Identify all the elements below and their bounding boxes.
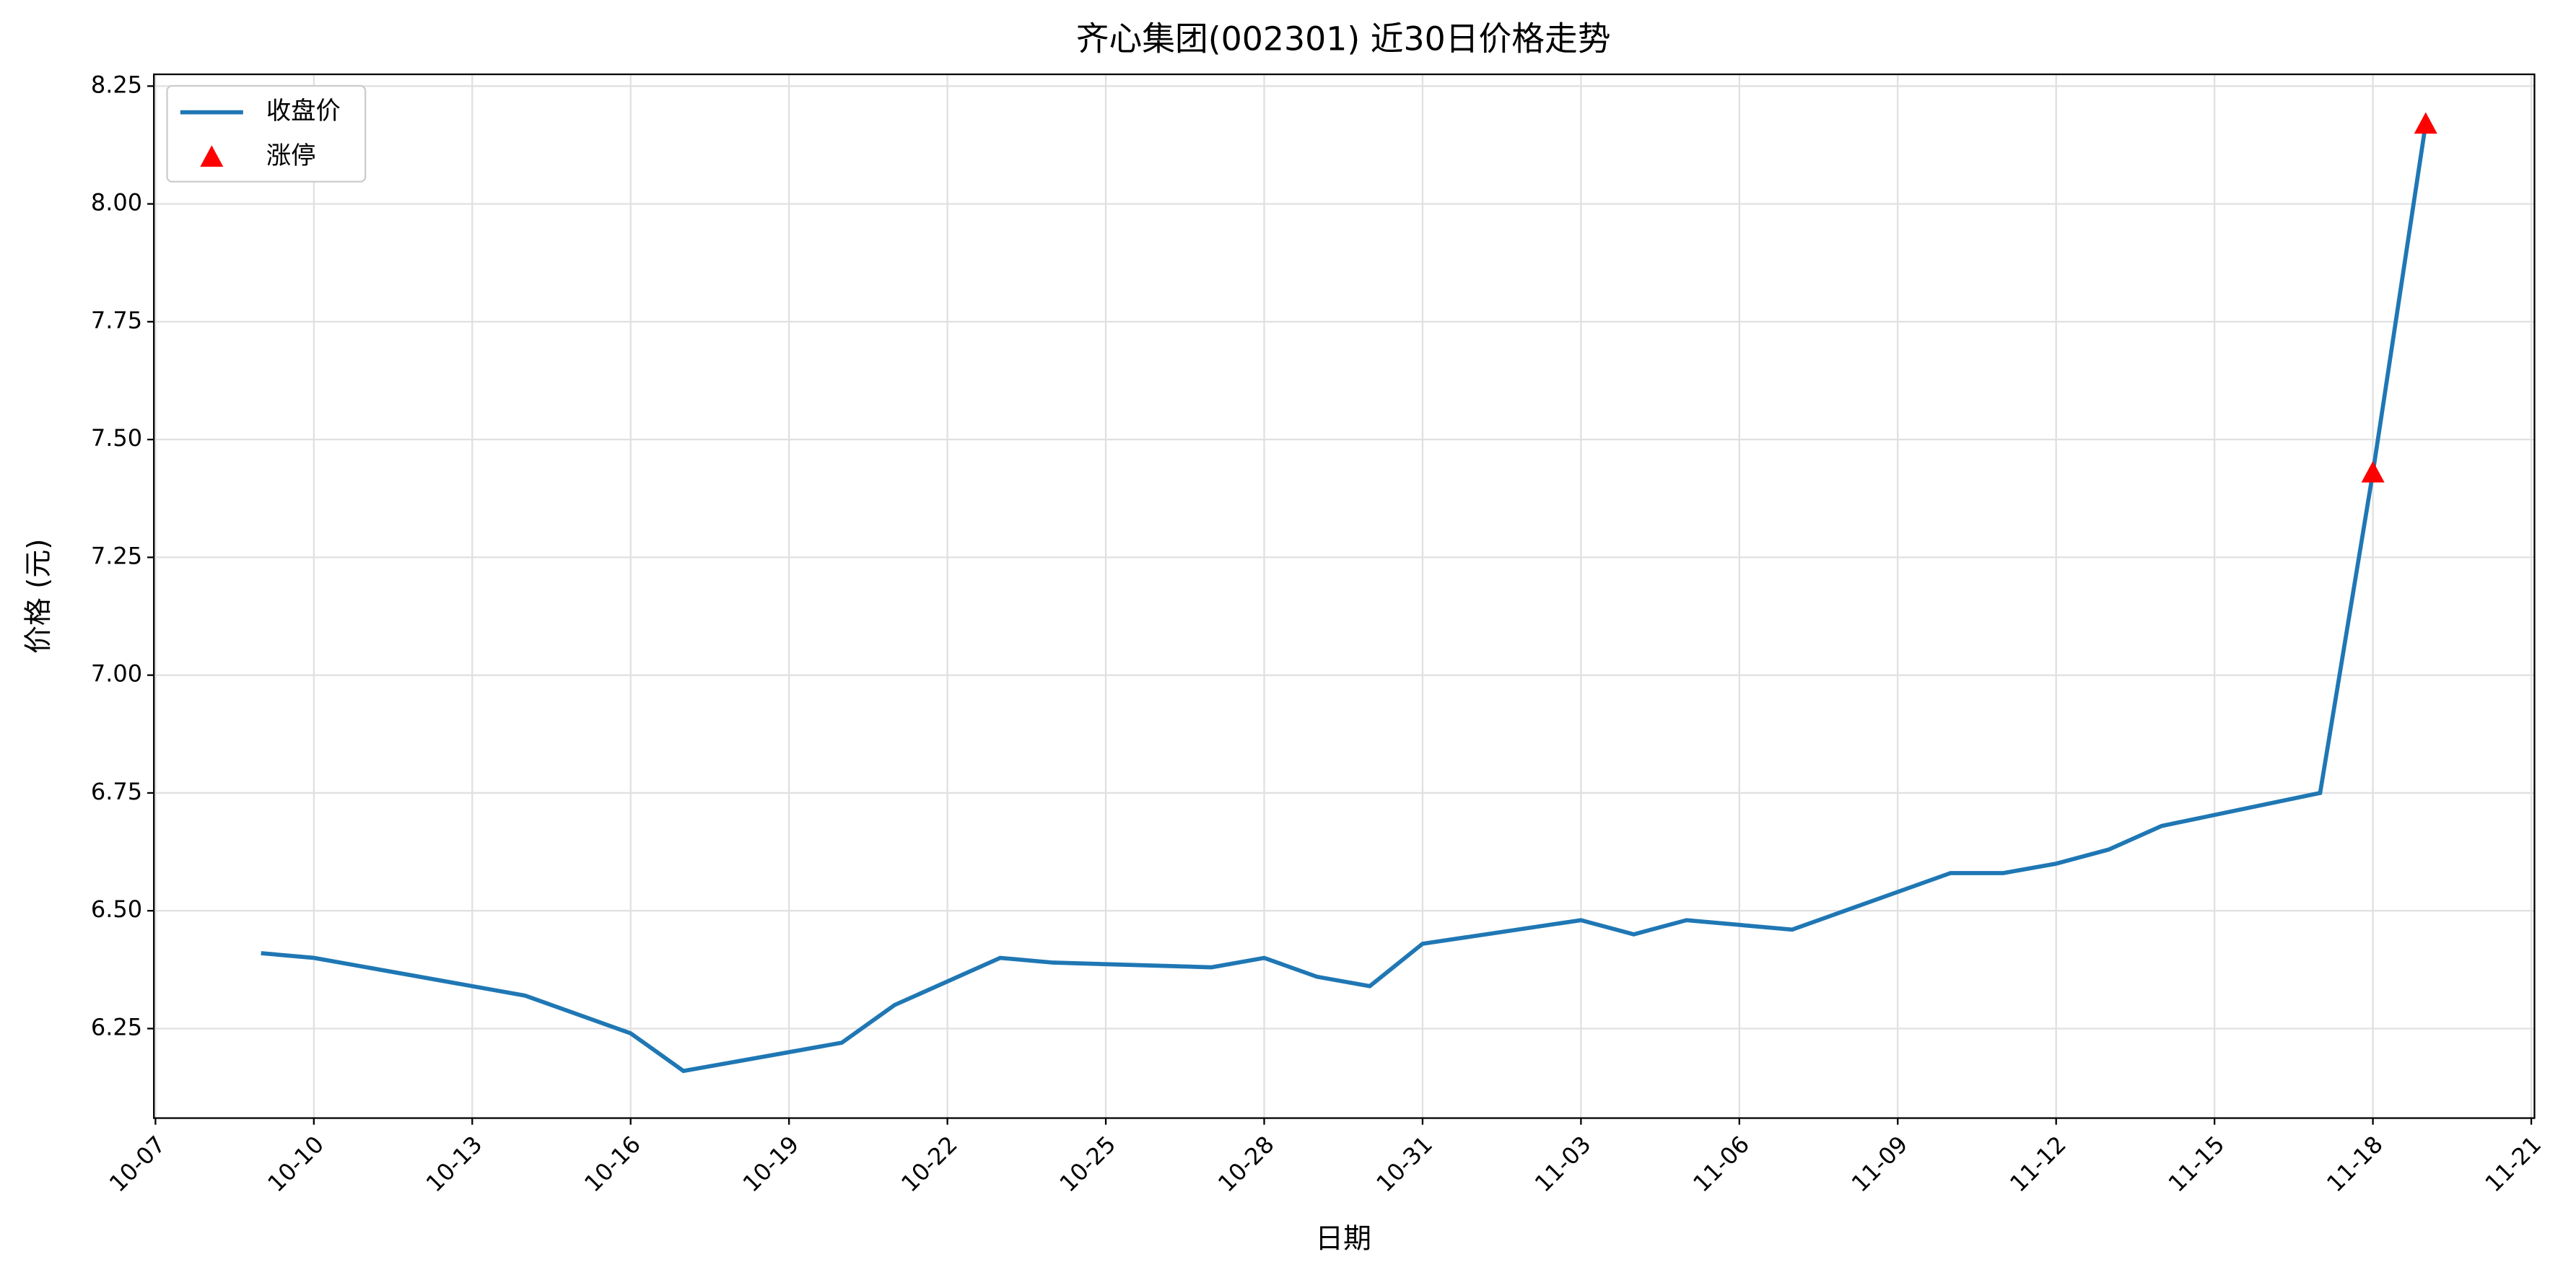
x-tick-label: 10-16 bbox=[579, 1131, 646, 1198]
limit-up-marker bbox=[2361, 460, 2385, 483]
y-tick-label: 6.50 bbox=[91, 895, 142, 923]
x-tick-label: 10-25 bbox=[1055, 1131, 1122, 1198]
y-tick-label: 8.25 bbox=[91, 71, 142, 98]
x-tick-label: 11-12 bbox=[2004, 1131, 2071, 1198]
y-tick-label: 6.25 bbox=[91, 1013, 142, 1040]
x-tick-label: 10-13 bbox=[421, 1131, 488, 1198]
x-tick-label: 11-09 bbox=[1846, 1131, 1913, 1198]
x-tick-label: 10-19 bbox=[738, 1131, 805, 1198]
legend-label: 涨停 bbox=[266, 141, 316, 170]
x-tick-label: 11-06 bbox=[1688, 1131, 1755, 1198]
chart-title: 齐心集团(002301) 近30日价格走势 bbox=[1076, 20, 1611, 58]
x-tick-label: 10-10 bbox=[262, 1131, 329, 1198]
x-tick-label: 10-31 bbox=[1371, 1131, 1438, 1198]
x-tick-label: 11-21 bbox=[2480, 1131, 2547, 1198]
y-axis-label: 价格 (元) bbox=[22, 539, 55, 654]
y-tick-label: 6.75 bbox=[91, 778, 142, 805]
limit-up-marker bbox=[2414, 112, 2437, 134]
x-tick-label: 11-03 bbox=[1529, 1131, 1597, 1198]
y-tick-label: 7.25 bbox=[91, 542, 142, 569]
price-line bbox=[261, 123, 2428, 1074]
y-tick-label: 7.75 bbox=[91, 307, 142, 334]
x-axis-label: 日期 bbox=[1315, 1222, 1371, 1255]
plot-frame bbox=[153, 73, 2536, 1119]
x-tick-label: 10-07 bbox=[104, 1131, 171, 1198]
y-tick-label: 7.50 bbox=[91, 424, 142, 452]
legend-label: 收盘价 bbox=[266, 97, 341, 126]
x-tick-label: 11-18 bbox=[2321, 1131, 2388, 1198]
y-tick-label: 8.00 bbox=[91, 189, 142, 216]
x-tick-label: 10-28 bbox=[1213, 1131, 1280, 1198]
legend-swatch bbox=[200, 145, 224, 167]
y-tick-label: 7.00 bbox=[91, 660, 142, 688]
x-tick-label: 10-22 bbox=[896, 1131, 963, 1198]
x-tick-label: 11-15 bbox=[2163, 1131, 2230, 1198]
